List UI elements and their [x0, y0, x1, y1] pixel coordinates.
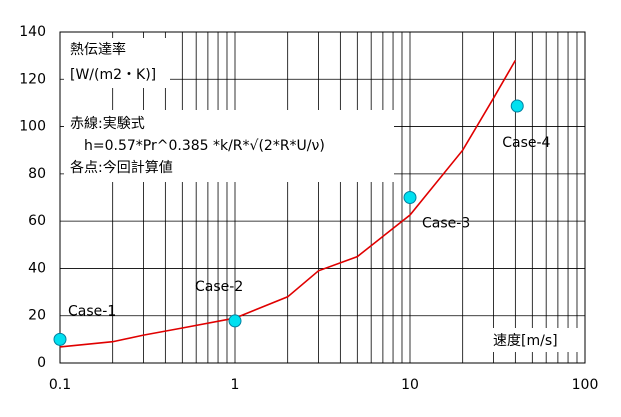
y-tick-label: 40 — [28, 260, 46, 276]
x-tick-label: 10 — [401, 377, 419, 393]
x-tick-label: 100 — [572, 377, 599, 393]
y-tick-label: 60 — [28, 213, 46, 229]
curve — [59, 59, 517, 348]
y-tick-label: 0 — [37, 355, 46, 371]
point-label: Case-3 — [422, 216, 470, 232]
point-label: Case-1 — [68, 303, 116, 319]
annotation: 赤線:実験式 — [70, 116, 145, 132]
annotation: 各点:今回計算値 — [70, 160, 173, 176]
annotation-bg — [64, 110, 394, 182]
x-tick-label: 0.1 — [49, 377, 71, 393]
y-tick-label: 120 — [19, 71, 46, 87]
data-point — [228, 314, 242, 328]
point-label: Case-4 — [502, 135, 550, 151]
annotation: h=0.57*Pr^0.385 *k/R*√(2*R*U/ν) — [84, 138, 325, 154]
data-point — [403, 191, 417, 204]
x-axis-label: 速度[m/s] — [493, 333, 558, 349]
annotation: 熱伝達率 — [70, 41, 126, 58]
y-tick-label: 100 — [19, 119, 46, 135]
y-tick-label: 80 — [28, 166, 46, 182]
y-tick-label: 20 — [28, 308, 46, 324]
point-label: Case-2 — [195, 279, 243, 295]
y-tick-label: 140 — [19, 24, 46, 40]
annotation: [W/(m2・K)] — [70, 67, 156, 83]
data-point — [53, 332, 67, 346]
plot-frame — [59, 31, 586, 364]
x-tick-label: 1 — [231, 377, 240, 393]
data-point — [510, 99, 524, 113]
annotation-bg — [64, 38, 170, 88]
x-label-bg — [490, 328, 582, 352]
